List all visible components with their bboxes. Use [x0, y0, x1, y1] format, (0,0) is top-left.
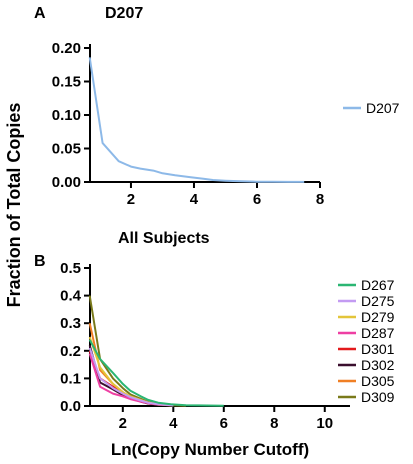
panel-a-x-tick-label: 4 — [190, 191, 199, 208]
panel-a-title: D207 — [105, 5, 143, 22]
panel-b: B All Subjects 0.00.10.20.30.40.52 4 6 8 10 … — [34, 230, 395, 459]
panel-b-y-tick-label: 0.3 — [60, 315, 81, 332]
legend-label-d309: D309 — [361, 389, 395, 405]
panel-b-x-tick-label: 8 — [270, 415, 278, 432]
legend-label-d305: D305 — [361, 373, 395, 389]
panel-a-y-tick-label: 0.05 — [52, 141, 81, 158]
series-line-d267 — [88, 339, 224, 407]
panel-b-title: All Subjects — [118, 230, 210, 247]
legend-label-d279: D279 — [361, 309, 395, 325]
series-line-d275 — [88, 347, 174, 407]
panel-b-x-tick-label: 2 — [119, 415, 127, 432]
panel-a-y-tick-label: 0.15 — [52, 74, 81, 91]
panel-b-y-tick-label: 0.4 — [60, 288, 82, 305]
panel-b-x-tick-label: 4 — [169, 415, 178, 432]
legend-label-d301: D301 — [361, 341, 395, 357]
panel-b-y-tick-label: 0.0 — [60, 398, 81, 415]
panel-b-x-tick-label: 10 — [316, 415, 333, 432]
panel-b-y-tick-label: 0.5 — [60, 260, 81, 277]
shared-y-axis-label: Fraction of Total Copies — [4, 103, 24, 308]
panel-b-x-axis-label: Ln(Copy Number Cutoff) — [111, 440, 309, 459]
panel-a-y-tick-label: 0.20 — [52, 40, 81, 57]
panel-a-y-tick-label: 0.10 — [52, 107, 81, 124]
panel-b-label: B — [34, 253, 46, 270]
legend-label-d302: D302 — [361, 357, 395, 373]
panel-b-y-tick-label: 0.1 — [60, 370, 81, 387]
legend-label-d287: D287 — [361, 325, 395, 341]
legend-label-d207: D207 — [366, 100, 400, 116]
series-line-d207 — [88, 57, 305, 183]
panel-b-x-tick-label: 6 — [220, 415, 228, 432]
legend-label-d267: D267 — [361, 277, 395, 293]
panel-b-y-tick-label: 0.2 — [60, 343, 81, 360]
panel-a-y-tick-label: 0.00 — [52, 174, 81, 191]
panel-a-label: A — [34, 5, 46, 22]
panel-a: A D207 0.00 0.05 0.10 0.15 0.20 2 4 6 8 D207 — [34, 5, 400, 208]
series-line-d305 — [88, 322, 174, 407]
legend-label-d275: D275 — [361, 293, 395, 309]
panel-a-x-tick-label: 6 — [253, 191, 261, 208]
panel-a-x-tick-label: 2 — [127, 191, 135, 208]
panel-a-x-tick-label: 8 — [316, 191, 324, 208]
